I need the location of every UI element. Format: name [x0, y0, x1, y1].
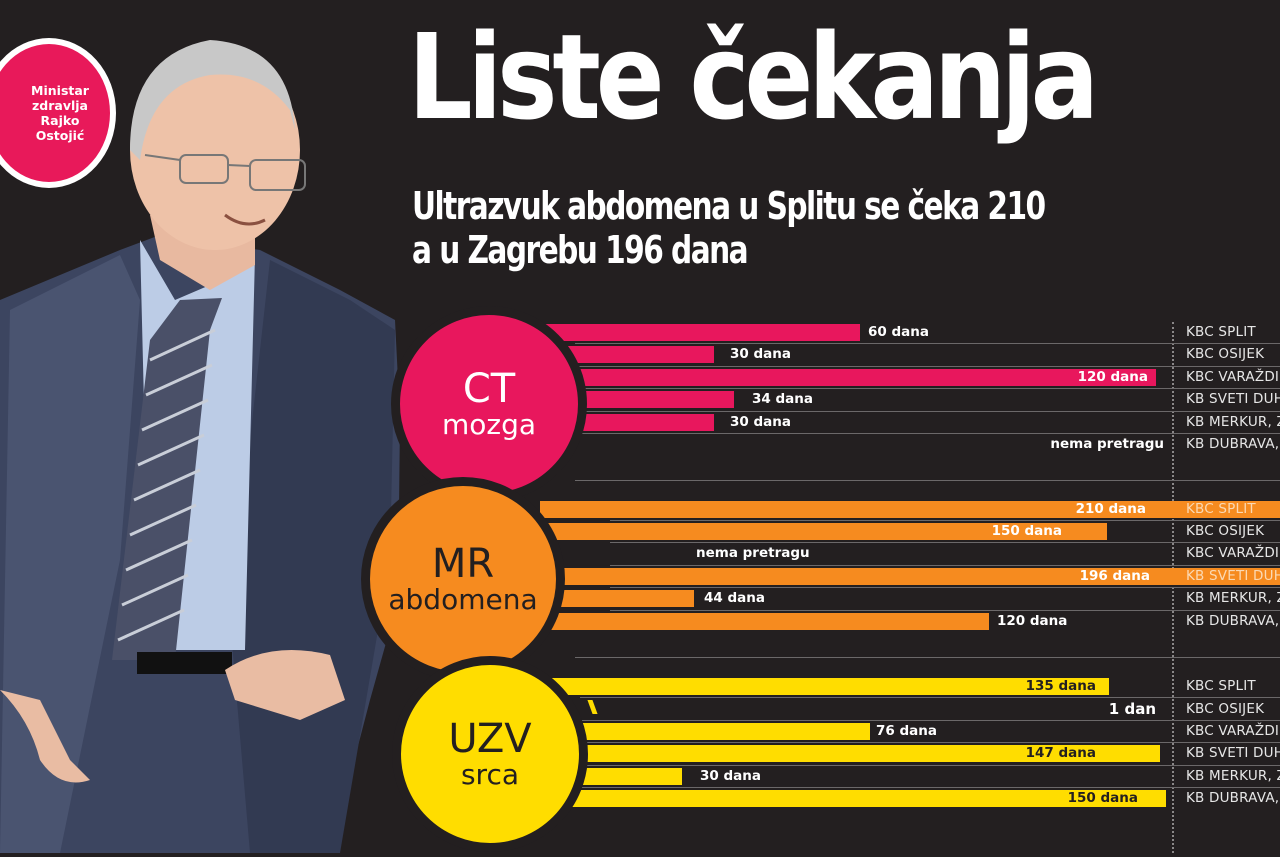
person-portrait-icon [0, 40, 400, 853]
row-separator [575, 411, 1280, 412]
bar-value-label: 210 dana [1075, 501, 1146, 517]
bar-uzv-kb-sveti-duh [540, 745, 1160, 762]
hospital-label-highlighted: KBC SPLIT [1186, 501, 1256, 517]
hospital-label: KBC SPLIT [1186, 678, 1256, 694]
bar-value-label: 150 dana [991, 523, 1062, 539]
caption-line: Ministar [31, 83, 89, 98]
bar-value-label: 76 dana [876, 723, 937, 739]
bar-ct-kbc-split [540, 324, 860, 341]
caption-line: Ostojić [35, 128, 85, 143]
row-separator [580, 765, 1280, 766]
category-circle-mr: MR abdomena [361, 477, 565, 681]
minister-photo [0, 30, 400, 853]
page-title: Liste čekanja [408, 8, 1099, 146]
bar-ct-kb-sveti-duh [540, 391, 734, 408]
subtitle-line-2: a u Zagrebu 196 dana [412, 228, 749, 272]
group-separator [575, 657, 1280, 658]
row-separator [580, 742, 1280, 743]
row-separator [610, 542, 1280, 543]
row-separator [610, 610, 1280, 611]
row-separator [610, 565, 1280, 566]
row-separator [575, 433, 1280, 434]
bar-value-label: 135 dana [1025, 678, 1096, 694]
bar-value-label: nema pretragu [1050, 436, 1164, 452]
bar-ct-kbc-varazdin [540, 369, 1156, 386]
bar-value-label: 30 dana [700, 768, 761, 784]
hospital-label: KB SVETI DUH [1186, 391, 1280, 407]
minister-caption: Ministar zdravlja Rajko Ostojić [25, 83, 95, 143]
row-separator [575, 343, 1280, 344]
bar-uzv-kbc-osijek [587, 700, 598, 714]
bar-value-label: 30 dana [730, 414, 791, 430]
bar-value-label: 1 dan [1108, 700, 1156, 718]
caption-line: zdravlja [32, 98, 88, 113]
hospital-label: KB DUBRAVA, [1186, 790, 1280, 806]
hospital-label: KBC VARAŽDI [1186, 369, 1280, 385]
hospital-label: KB MERKUR, Z [1186, 768, 1280, 784]
category-subtitle: srca [460, 758, 520, 791]
bar-uzv-kbc-split [540, 678, 1109, 695]
caption-line: Rajko [40, 113, 80, 128]
hospital-label: KB SVETI DUH [1186, 745, 1280, 761]
hospital-label: KB MERKUR, Z [1186, 414, 1280, 430]
bar-value-label: 44 dana [704, 590, 765, 606]
row-separator [610, 587, 1280, 588]
category-title: UZV [448, 716, 532, 762]
row-separator [610, 520, 1280, 521]
hospital-label: KBC VARAŽDI [1186, 723, 1280, 739]
hospital-label: KBC OSIJEK [1186, 523, 1265, 539]
bar-value-label: 120 dana [1077, 369, 1148, 385]
bar-mr-kbc-split [540, 501, 1280, 518]
bar-value-label: 120 dana [997, 613, 1068, 629]
subtitle-line-1: Ultrazvuk abdomena u Splitu se čeka 210 [412, 184, 1046, 228]
bar-value-label: 34 dana [752, 391, 813, 407]
bar-value-label: 147 dana [1025, 745, 1096, 761]
hospital-label: KBC SPLIT [1186, 324, 1256, 340]
bar-mr-kb-sveti-duh [540, 568, 1280, 585]
bar-uzv-kbc-varazdin [540, 723, 870, 740]
bar-value-label: 30 dana [730, 346, 791, 362]
row-separator [575, 366, 1280, 367]
row-separator [580, 697, 1280, 698]
bar-mr-kb-merkur [540, 590, 694, 607]
bar-value-label: 150 dana [1067, 790, 1138, 806]
group-separator [575, 480, 1280, 481]
hospital-label: KBC OSIJEK [1186, 701, 1265, 717]
subtitle: Ultrazvuk abdomena u Splitu se čeka 210 … [412, 184, 1046, 272]
hospital-label-highlighted: KB SVETI DUH [1186, 568, 1280, 584]
category-subtitle: mozga [441, 408, 537, 441]
row-separator [580, 720, 1280, 721]
row-separator [575, 388, 1280, 389]
minister-caption-badge: Ministar zdravlja Rajko Ostojić [0, 38, 116, 188]
category-title: MR [431, 541, 495, 587]
hospital-label: KB DUBRAVA, [1186, 436, 1280, 452]
category-subtitle: abdomena [388, 583, 538, 616]
category-title: CT [462, 366, 516, 412]
category-circle-uzv: UZV srca [392, 656, 588, 852]
hospital-label: KBC VARAŽDI [1186, 545, 1280, 561]
bar-uzv-kb-dubrava [540, 790, 1166, 807]
hospital-label: KBC OSIJEK [1186, 346, 1265, 362]
hospital-label: KB DUBRAVA, [1186, 613, 1280, 629]
hospital-label: KB MERKUR, Z [1186, 590, 1280, 606]
row-separator [580, 787, 1280, 788]
bar-value-label: 60 dana [868, 324, 929, 340]
bar-mr-kbc-osijek [540, 523, 1107, 540]
bar-mr-kb-dubrava [540, 613, 989, 630]
category-circle-ct: CT mozga [391, 306, 587, 502]
bar-ct-kbc-osijek [540, 346, 714, 363]
bar-value-label: nema pretragu [696, 545, 810, 561]
bar-value-label: 196 dana [1079, 568, 1150, 584]
